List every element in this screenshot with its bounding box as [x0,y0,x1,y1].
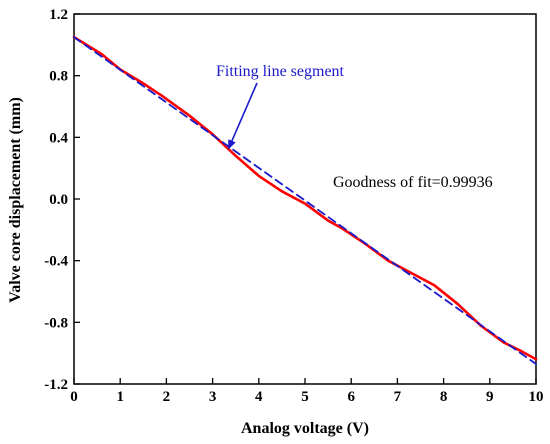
annotation-arrow [228,82,258,150]
x-tick-label: 8 [440,389,448,405]
y-axis-ticks: 1.2 0.8 0.4 0.0 -0.4 -0.8 -1.2 [44,7,80,393]
y-tick-label: -0.4 [44,254,68,270]
x-tick-label: 1 [116,389,124,405]
y-tick-label: 0.4 [49,130,68,146]
series-line-fit [73,36,537,365]
x-tick-label: 5 [301,389,309,405]
y-axis-title: Valve core displacement (mm) [7,97,24,303]
series-line-measured [72,35,538,361]
y-tick-label: 0.0 [49,192,68,208]
x-tick-label: 9 [486,389,494,405]
series-layer [72,35,538,365]
x-tick-label: 2 [163,389,171,405]
x-tick-label: 7 [394,389,402,405]
y-tick-label: 1.2 [49,7,68,23]
x-tick-label: 6 [347,389,355,405]
y-tick-label: -0.8 [44,315,68,331]
annotation-fitting-line-segment: Fitting line segment [216,63,345,80]
x-tick-label: 0 [70,389,78,405]
x-tick-label: 4 [255,389,263,405]
x-axis-title: Analog voltage (V) [241,420,369,437]
x-axis-ticks: 0 1 2 3 4 5 6 7 8 9 10 [70,378,544,405]
y-tick-label: -1.2 [44,377,68,393]
y-tick-label: 0.8 [49,69,68,85]
x-tick-label: 10 [529,389,544,405]
annotation-goodness-of-fit: Goodness of fit=0.99936 [333,174,493,191]
x-tick-label: 3 [209,389,217,405]
